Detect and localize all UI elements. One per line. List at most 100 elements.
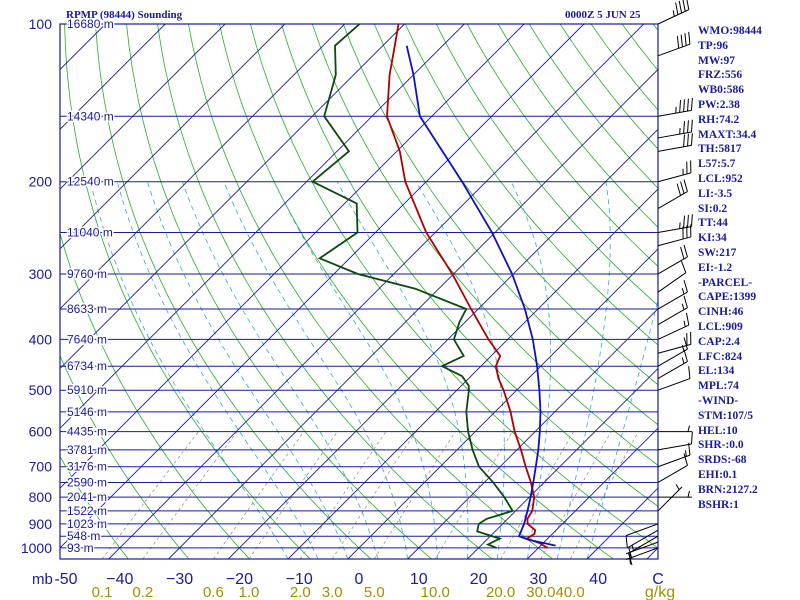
chart-title: RPMP (98444) Sounding	[66, 9, 183, 21]
wind-barb	[657, 244, 688, 275]
isotherm	[60, 24, 525, 489]
isotherm	[407, 308, 658, 559]
wind-barb-half	[681, 287, 685, 295]
wind-barb	[657, 280, 688, 310]
wind-barb-full	[680, 246, 685, 260]
wind-barbs	[625, 0, 693, 566]
wind-barb-staff	[657, 343, 691, 354]
index-line: CINH:46	[698, 306, 744, 319]
dry-adiabat	[64, 24, 311, 559]
wind-barb	[657, 332, 692, 354]
wind-barb-full	[676, 35, 680, 49]
isotherm	[467, 367, 658, 559]
wind-barb-staff	[657, 256, 688, 275]
wind-barb-staff	[657, 172, 691, 183]
wind-barb-full	[675, 2, 679, 15]
index-line: HEL:10	[698, 424, 738, 437]
index-line: TH:5817	[698, 143, 742, 156]
moist-adiabat	[586, 297, 658, 559]
index-line: EHI:0.1	[698, 468, 738, 481]
wind-barb	[628, 535, 659, 566]
dry-adiabat	[342, 24, 658, 426]
dry-adiabat	[60, 354, 190, 559]
wind-barb-full	[683, 244, 688, 258]
pressure-tick-label: 300	[29, 266, 53, 282]
mixing-ratio-label: 0.1	[92, 584, 113, 600]
wind-barb	[658, 491, 692, 498]
mixing-ratio-line	[434, 431, 513, 559]
height-label: 11040 m	[67, 225, 113, 239]
wind-barb	[657, 133, 693, 152]
wind-barb-half	[683, 320, 686, 327]
wind-barb-full	[688, 442, 691, 456]
pressure-unit-label: mb	[32, 571, 53, 588]
wind-barb-full	[683, 453, 688, 466]
profile-layer	[310, 23, 556, 549]
wind-barb	[625, 547, 659, 565]
moist-adiabat	[182, 181, 379, 559]
mixing-ratio-line	[248, 431, 338, 559]
wind-barb-staff	[657, 9, 690, 25]
wind-barb-full	[690, 133, 693, 146]
dry-adiabat	[60, 232, 250, 559]
height-label: 12540 m	[67, 175, 114, 189]
wind-barb-full	[690, 97, 693, 111]
wind-barb-staff	[657, 236, 691, 247]
mixing-ratio-label: 1.0	[239, 584, 260, 600]
wind-barb-full	[680, 260, 687, 273]
index-line: FRZ:556	[698, 69, 743, 82]
mixing-ratio-unit-label: g/kg	[645, 584, 675, 600]
wind-barb-full	[683, 134, 685, 147]
pressure-tick-label: 800	[29, 489, 53, 505]
mixing-ratio-line	[540, 431, 612, 559]
index-line: L57:5.7	[698, 158, 736, 171]
wind-barb	[657, 484, 683, 512]
height-label: 8633 m	[67, 302, 107, 316]
temperature-profile	[386, 23, 548, 549]
wind-barb-staff	[657, 226, 692, 233]
wind-barb-full	[683, 99, 685, 112]
wind-barb-staff	[657, 324, 690, 340]
wind-barb-half	[681, 303, 685, 310]
wind-barb-staff	[657, 131, 692, 139]
temperature-tick-label: −10	[286, 571, 313, 588]
wind-barb-full	[683, 121, 685, 134]
mixing-ratio-line	[213, 431, 305, 559]
index-line: MPL:74	[698, 380, 739, 393]
wind-barb	[658, 425, 692, 433]
dewpoint-profile	[310, 23, 514, 549]
grid-layer	[59, 23, 659, 560]
dry-adiabat	[281, 24, 658, 507]
isotherm	[168, 68, 658, 559]
pressure-tick-label: 600	[29, 424, 53, 440]
moist-adiabat	[223, 181, 409, 559]
temperature-tick-label: -50	[54, 571, 77, 588]
wind-barb-full	[688, 366, 691, 379]
wind-barb-full	[680, 181, 685, 194]
wind-barb	[657, 312, 690, 340]
wind-barb	[657, 119, 693, 139]
index-line: PW:2.38	[698, 98, 740, 111]
pressure-tick-label: 500	[29, 382, 53, 398]
isotherm	[227, 128, 658, 559]
wind-barb-full	[683, 337, 688, 350]
wind-barb-full	[690, 431, 693, 445]
plot-frame	[59, 23, 659, 560]
wind-barb-full	[687, 133, 689, 147]
pressure-tick-label: 900	[29, 516, 53, 532]
wind-barb-full	[690, 119, 693, 133]
moist-adiabat	[510, 181, 551, 559]
index-line: CAP:2.4	[698, 335, 740, 348]
temperature-tick-label: 20	[470, 571, 488, 588]
wind-barb-half	[675, 484, 680, 490]
mixing-ratio-line	[331, 431, 417, 559]
plot-area	[60, 24, 658, 559]
height-label: 5910 m	[67, 383, 107, 397]
isotherm	[60, 24, 465, 429]
dry-adiabat	[60, 455, 129, 559]
index-line: TP:96	[698, 39, 729, 52]
wind-barb-staff	[657, 43, 691, 57]
index-line: SW:217	[698, 246, 737, 259]
wind-barb-full	[688, 31, 691, 45]
